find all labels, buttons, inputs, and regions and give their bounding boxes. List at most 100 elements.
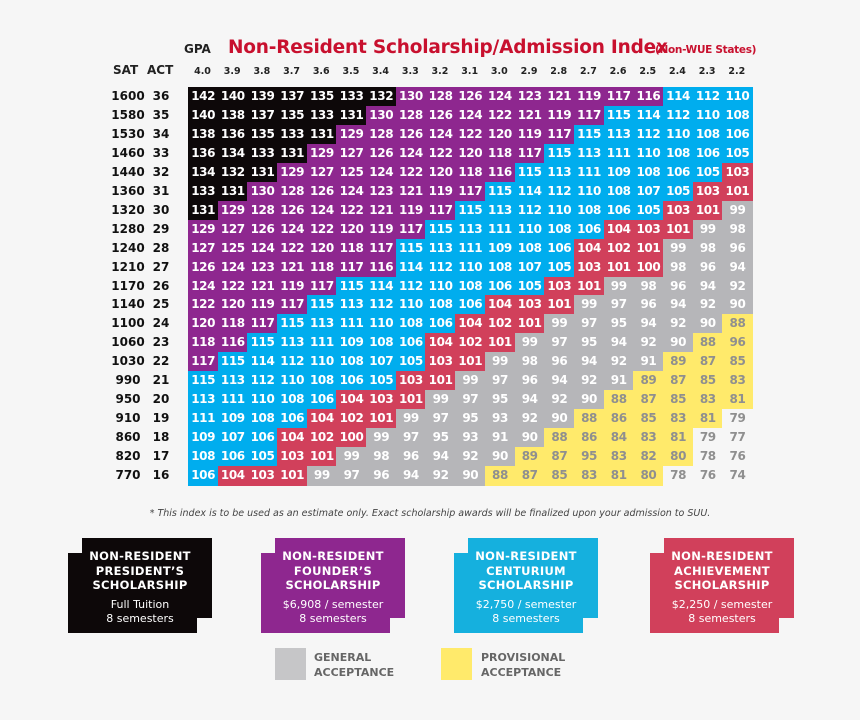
footnote: * This index is to be used as an estimat… — [149, 508, 711, 519]
index-cell: 115 — [306, 295, 338, 316]
index-cell: 96 — [366, 466, 397, 486]
index-cell: 88 — [484, 466, 516, 486]
index-cell: 128 — [247, 200, 278, 221]
index-cell: 138 — [217, 105, 248, 126]
sat-value: 1600 — [111, 89, 145, 103]
index-cell: 97 — [425, 409, 456, 429]
index-cell: 105 — [544, 257, 575, 278]
sat-value: 1360 — [111, 183, 145, 198]
index-cell: 101 — [366, 409, 397, 429]
index-cell: 106 — [455, 295, 486, 316]
index-cell: 115 — [277, 314, 308, 334]
award-name-line: ACHIEVEMENT — [674, 563, 770, 578]
award-name-line: NON-RESIDENT — [671, 549, 773, 563]
index-cell: 108 — [514, 238, 545, 259]
index-cell: 133 — [277, 124, 308, 145]
index-cell: 102 — [336, 409, 367, 429]
index-cell: 109 — [603, 162, 634, 183]
index-cell: 114 — [633, 105, 664, 126]
index-cell: 92 — [722, 276, 753, 297]
index-cell: 118 — [484, 143, 516, 164]
index-cell: 99 — [484, 352, 516, 372]
index-cell: 112 — [395, 276, 427, 297]
index-cell: 91 — [633, 352, 664, 372]
index-cell: 99 — [544, 314, 575, 334]
index-cell: 130 — [366, 105, 397, 126]
index-cell: 89 — [662, 352, 694, 372]
index-cell: 98 — [633, 276, 664, 297]
index-cell: 131 — [336, 105, 367, 126]
index-cell: 114 — [662, 87, 694, 107]
index-cell: 120 — [455, 143, 486, 164]
index-cell: 103 — [692, 181, 723, 202]
index-cell: 101 — [544, 295, 575, 316]
sat-value: 1440 — [111, 164, 145, 179]
index-cell: 125 — [336, 162, 367, 183]
index-cell: 131 — [188, 200, 219, 221]
index-cell: 109 — [188, 428, 219, 448]
award-name-line: NON-RESIDENT — [89, 549, 191, 563]
index-cell: 90 — [573, 390, 605, 410]
index-cell: 98 — [722, 219, 753, 240]
index-cell: 135 — [247, 124, 278, 145]
index-cell: 106 — [603, 200, 634, 221]
index-cell: 112 — [425, 257, 456, 278]
index-cell: 123 — [247, 257, 278, 278]
index-cell: 117 — [336, 257, 367, 278]
index-cell: 140 — [217, 87, 248, 107]
index-cell: 133 — [188, 181, 219, 202]
index-cell: 83 — [692, 390, 723, 410]
index-cell: 90 — [692, 314, 723, 334]
index-cell: 106 — [573, 219, 605, 240]
index-cell: 90 — [722, 295, 753, 316]
index-cell: 102 — [306, 428, 338, 448]
index-cell: 108 — [366, 333, 397, 353]
index-cell: 114 — [247, 352, 278, 372]
index-cell: 113 — [306, 314, 338, 334]
sat-column-header: SAT — [113, 63, 139, 77]
index-cell: 90 — [484, 447, 516, 467]
index-cell: 102 — [603, 238, 634, 259]
index-cell: 122 — [425, 143, 456, 164]
award-amount: $6,908 / semester — [282, 597, 384, 611]
index-cell: 113 — [484, 200, 516, 221]
index-cell: 128 — [425, 87, 456, 107]
index-cell: 123 — [514, 87, 545, 107]
index-cell: 106 — [217, 447, 248, 467]
sat-value: 1030 — [111, 354, 145, 369]
index-cell: 115 — [455, 200, 486, 221]
index-cell: 110 — [573, 181, 605, 202]
index-cell: 108 — [603, 181, 634, 202]
index-cell: 105 — [395, 352, 427, 372]
index-cell: 109 — [217, 409, 248, 429]
gpa-column-label: 3.6 — [312, 66, 330, 77]
index-cell: 101 — [306, 447, 338, 467]
index-cell: 94 — [514, 390, 545, 410]
act-value: 35 — [152, 107, 170, 122]
index-cell: 112 — [514, 200, 545, 221]
index-cell: 81 — [692, 409, 723, 429]
index-cell: 86 — [573, 428, 605, 448]
index-cell: 110 — [455, 257, 486, 278]
index-cell: 87 — [514, 466, 545, 486]
index-cell: 105 — [722, 143, 753, 164]
index-cell: 99 — [603, 276, 634, 297]
act-value: 19 — [152, 411, 170, 426]
index-cell: 119 — [395, 200, 427, 221]
index-cell: 133 — [336, 87, 367, 107]
index-cell: 118 — [455, 162, 486, 183]
act-value: 27 — [152, 259, 170, 274]
gpa-column-label: 3.2 — [431, 66, 449, 77]
sat-value: 860 — [115, 430, 141, 445]
index-cell: 108 — [188, 447, 219, 467]
index-cell: 78 — [692, 447, 723, 467]
index-cell: 103 — [722, 162, 753, 183]
index-cell: 95 — [484, 390, 516, 410]
act-value: 22 — [152, 354, 170, 369]
sat-value: 1280 — [111, 221, 145, 236]
index-cell: 120 — [484, 124, 516, 145]
index-cell: 83 — [722, 371, 753, 391]
index-cell: 96 — [395, 447, 427, 467]
index-cell: 105 — [662, 181, 694, 202]
index-cell: 136 — [188, 143, 219, 164]
